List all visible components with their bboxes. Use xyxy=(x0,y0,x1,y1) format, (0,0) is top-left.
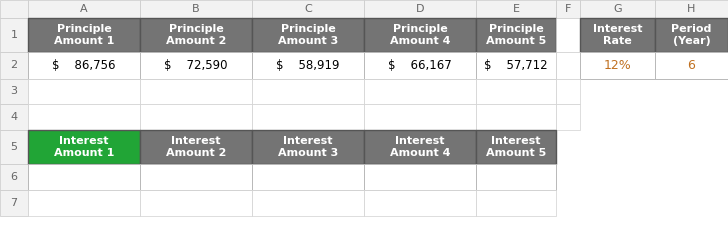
Bar xyxy=(0,130,28,164)
Bar xyxy=(556,18,580,52)
Bar xyxy=(364,104,476,130)
Bar xyxy=(28,0,140,18)
Text: 1: 1 xyxy=(10,30,17,40)
Text: C: C xyxy=(304,4,312,14)
Bar xyxy=(364,52,476,79)
Text: 2: 2 xyxy=(10,60,17,70)
Text: 3: 3 xyxy=(10,86,17,97)
Text: G: G xyxy=(613,4,622,14)
Text: $    57,712: $ 57,712 xyxy=(484,59,547,72)
Bar xyxy=(556,104,580,130)
Text: D: D xyxy=(416,4,424,14)
Bar xyxy=(28,79,140,104)
Bar xyxy=(140,79,252,104)
Text: 12%: 12% xyxy=(604,59,631,72)
Bar xyxy=(655,18,728,52)
Bar xyxy=(476,164,556,190)
Text: Principle
Amount 1: Principle Amount 1 xyxy=(54,24,114,46)
Bar xyxy=(28,190,140,216)
Bar xyxy=(476,190,556,216)
Bar xyxy=(364,79,476,104)
Bar xyxy=(28,130,140,164)
Bar xyxy=(476,104,556,130)
Bar xyxy=(556,79,580,104)
Text: 4: 4 xyxy=(10,112,17,122)
Bar xyxy=(252,18,364,52)
Bar xyxy=(140,164,252,190)
Bar xyxy=(476,0,556,18)
Text: $    86,756: $ 86,756 xyxy=(52,59,116,72)
Bar xyxy=(140,130,252,164)
Text: Interest
Amount 1: Interest Amount 1 xyxy=(54,136,114,158)
Bar xyxy=(28,104,140,130)
Text: E: E xyxy=(513,4,520,14)
Text: $    66,167: $ 66,167 xyxy=(388,59,452,72)
Text: Principle
Amount 2: Principle Amount 2 xyxy=(166,24,226,46)
Bar xyxy=(140,104,252,130)
Bar xyxy=(364,164,476,190)
Bar xyxy=(140,52,252,79)
Bar xyxy=(0,164,28,190)
Bar xyxy=(252,52,364,79)
Text: 5: 5 xyxy=(10,142,17,152)
Bar xyxy=(655,52,728,79)
Bar xyxy=(476,52,556,79)
Bar xyxy=(580,52,655,79)
Text: Principle
Amount 4: Principle Amount 4 xyxy=(389,24,450,46)
Text: Interest
Rate: Interest Rate xyxy=(593,24,642,46)
Bar xyxy=(0,52,28,79)
Text: 7: 7 xyxy=(10,198,17,208)
Text: Interest
Amount 3: Interest Amount 3 xyxy=(278,136,338,158)
Bar xyxy=(476,130,556,164)
Text: $    72,590: $ 72,590 xyxy=(165,59,228,72)
Bar xyxy=(140,190,252,216)
Text: A: A xyxy=(80,4,88,14)
Bar xyxy=(364,18,476,52)
Bar xyxy=(28,18,140,52)
Bar xyxy=(28,164,140,190)
Bar xyxy=(252,164,364,190)
Bar xyxy=(476,18,556,52)
Bar xyxy=(556,52,580,79)
Text: H: H xyxy=(687,4,696,14)
Bar xyxy=(580,18,655,52)
Text: Principle
Amount 5: Principle Amount 5 xyxy=(486,24,546,46)
Bar xyxy=(364,190,476,216)
Bar xyxy=(28,52,140,79)
Text: 6: 6 xyxy=(687,59,695,72)
Bar xyxy=(140,0,252,18)
Bar xyxy=(556,0,580,18)
Bar xyxy=(252,0,364,18)
Bar xyxy=(252,104,364,130)
Text: F: F xyxy=(565,4,571,14)
Bar xyxy=(364,0,476,18)
Bar xyxy=(0,104,28,130)
Bar xyxy=(580,0,655,18)
Text: Interest
Amount 5: Interest Amount 5 xyxy=(486,136,546,158)
Text: Interest
Amount 2: Interest Amount 2 xyxy=(166,136,226,158)
Bar xyxy=(140,18,252,52)
Text: $    58,919: $ 58,919 xyxy=(276,59,340,72)
Bar xyxy=(0,18,28,52)
Text: 6: 6 xyxy=(10,172,17,182)
Bar xyxy=(655,0,728,18)
Bar xyxy=(364,130,476,164)
Bar xyxy=(0,0,28,18)
Text: Period
(Year): Period (Year) xyxy=(671,24,712,46)
Bar xyxy=(0,190,28,216)
Text: B: B xyxy=(192,4,199,14)
Bar xyxy=(252,190,364,216)
Bar xyxy=(252,130,364,164)
Text: Interest
Amount 4: Interest Amount 4 xyxy=(389,136,450,158)
Bar xyxy=(476,79,556,104)
Text: Principle
Amount 3: Principle Amount 3 xyxy=(278,24,338,46)
Bar xyxy=(252,79,364,104)
Bar xyxy=(0,79,28,104)
